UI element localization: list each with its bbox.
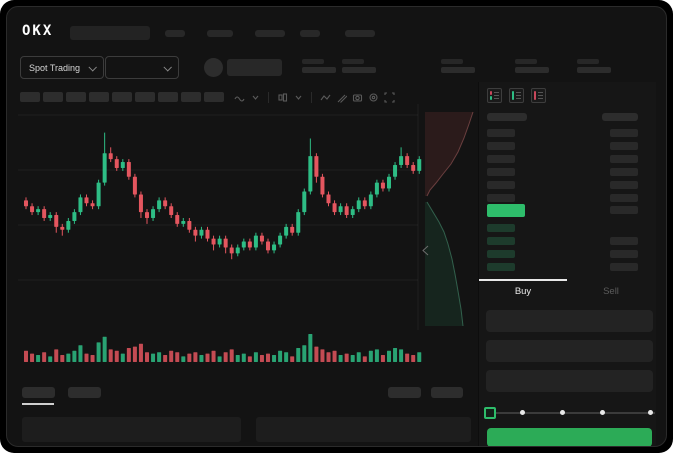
device-frame: OKX Spot Trading: [6, 6, 667, 447]
market-type-dropdown[interactable]: Spot Trading: [20, 56, 104, 79]
order-input-placeholder[interactable]: [486, 310, 653, 332]
nav-item-placeholder[interactable]: [165, 30, 185, 37]
book-view-toggles: [487, 88, 546, 103]
interval-button-placeholder[interactable]: [43, 92, 63, 102]
book-header-placeholder: [602, 113, 638, 121]
order-input-placeholder[interactable]: [486, 340, 653, 362]
interval-button-placeholder[interactable]: [135, 92, 155, 102]
candle-type-icon[interactable]: [233, 91, 245, 103]
buy-submit-button[interactable]: [487, 428, 652, 446]
active-tab-indicator: [479, 279, 567, 281]
tab-sell[interactable]: Sell: [603, 286, 619, 297]
slider-handle[interactable]: [484, 407, 496, 419]
order-book-row[interactable]: [479, 126, 656, 139]
bottom-tab-placeholder[interactable]: [68, 387, 101, 398]
chevron-down-icon[interactable]: [292, 91, 304, 103]
line-chart-icon[interactable]: [319, 91, 331, 103]
ticker-stat-placeholder: [515, 59, 549, 73]
book-row-placeholder: [610, 206, 638, 214]
bottom-active-tab-underline: [22, 403, 54, 405]
ticker-stat-placeholder: [302, 59, 336, 73]
chevron-down-icon: [88, 62, 97, 72]
ticker-stat-placeholder: [577, 59, 611, 73]
book-view-all-icon[interactable]: [487, 88, 502, 103]
ticker-stat-placeholder: [342, 59, 376, 73]
interval-button-placeholder[interactable]: [181, 92, 201, 102]
indicators-icon[interactable]: [335, 91, 347, 103]
order-book-row[interactable]: [479, 221, 656, 234]
slider-stop[interactable]: [648, 410, 653, 415]
order-book-row[interactable]: [479, 234, 656, 247]
okx-logo[interactable]: OKX: [22, 23, 54, 39]
interval-button-placeholder[interactable]: [204, 92, 224, 102]
order-panel: Buy Sell: [478, 82, 656, 446]
bottom-action-placeholder[interactable]: [388, 387, 421, 398]
slider-stop[interactable]: [520, 410, 525, 415]
chevron-down-icon: [163, 62, 172, 72]
camera-icon[interactable]: [351, 91, 363, 103]
pair-selector-dropdown[interactable]: [105, 56, 179, 79]
settings-gear-icon[interactable]: [367, 91, 379, 103]
bottom-action-placeholder[interactable]: [431, 387, 463, 398]
bid-rows: [479, 221, 656, 273]
order-input-placeholder[interactable]: [486, 370, 653, 392]
chevron-down-icon[interactable]: [249, 91, 261, 103]
order-book-row[interactable]: [479, 247, 656, 260]
book-view-bids-icon[interactable]: [509, 88, 524, 103]
interval-button-placeholder[interactable]: [158, 92, 178, 102]
orders-table-placeholder: [22, 417, 241, 442]
nav-item-placeholder[interactable]: [345, 30, 375, 37]
interval-button-placeholder[interactable]: [89, 92, 109, 102]
order-book-row[interactable]: [479, 152, 656, 165]
order-book-row[interactable]: [479, 260, 656, 273]
orders-table-placeholder: [256, 417, 471, 442]
interval-button-placeholder[interactable]: [112, 92, 132, 102]
coin-avatar: [204, 58, 223, 77]
interval-button-placeholder[interactable]: [20, 92, 40, 102]
book-header-placeholder: [487, 113, 527, 121]
last-price-badge[interactable]: [487, 204, 525, 217]
header-search-placeholder[interactable]: [70, 26, 150, 40]
order-book-row[interactable]: [479, 191, 656, 204]
bottom-tab-placeholder[interactable]: [22, 387, 55, 398]
price-chart[interactable]: [18, 104, 478, 366]
order-book-row[interactable]: [479, 178, 656, 191]
ask-rows: [479, 126, 656, 204]
tab-buy[interactable]: Buy: [514, 286, 532, 297]
order-book-row[interactable]: [479, 139, 656, 152]
chart-toolbar-icons: [233, 91, 395, 103]
order-book-row[interactable]: [479, 165, 656, 178]
slider-stop[interactable]: [600, 410, 605, 415]
slider-stop[interactable]: [560, 410, 565, 415]
nav-item-placeholder[interactable]: [207, 30, 233, 37]
interval-button-placeholder[interactable]: [66, 92, 86, 102]
side-tabs: Buy Sell: [479, 286, 656, 297]
book-view-asks-icon[interactable]: [531, 88, 546, 103]
fullscreen-icon[interactable]: [383, 91, 395, 103]
pair-name-placeholder: [227, 59, 282, 76]
interval-icon[interactable]: [276, 91, 288, 103]
amount-slider[interactable]: [488, 410, 655, 415]
chart-toolbar: [20, 92, 224, 102]
nav-item-placeholder[interactable]: [255, 30, 285, 37]
nav-item-placeholder[interactable]: [300, 30, 320, 37]
market-type-label: Spot Trading: [29, 62, 81, 73]
ticker-stat-placeholder: [441, 59, 475, 73]
